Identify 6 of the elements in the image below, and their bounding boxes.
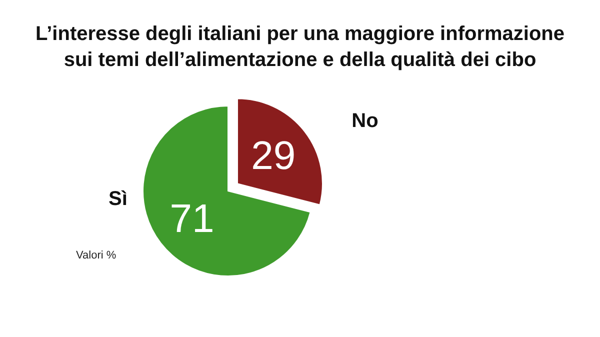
data-label: 71 bbox=[170, 196, 214, 241]
slice-label: No bbox=[352, 110, 378, 132]
slice-label: Sì bbox=[108, 188, 128, 210]
data-label: 29 bbox=[251, 134, 296, 178]
text: Valori % bbox=[76, 250, 116, 262]
chart-title: L’interesse degli italiani per una maggiore informazione sui temi dell’alimentazione e della qualità dei cibo bbox=[35, 23, 565, 71]
